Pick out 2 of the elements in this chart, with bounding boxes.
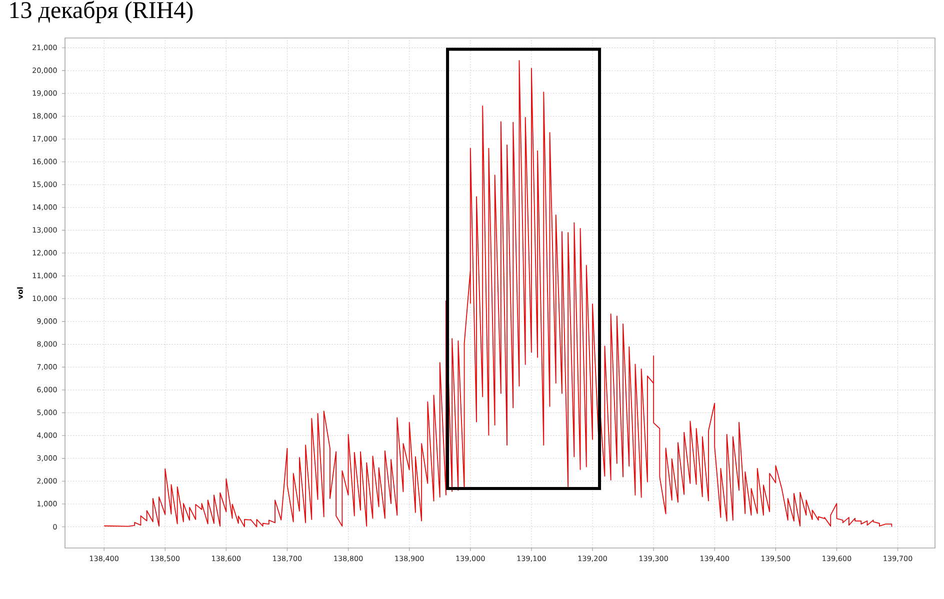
line-series [104, 60, 892, 528]
chart-title: 13 декабря (RIH4) [10, 0, 193, 24]
